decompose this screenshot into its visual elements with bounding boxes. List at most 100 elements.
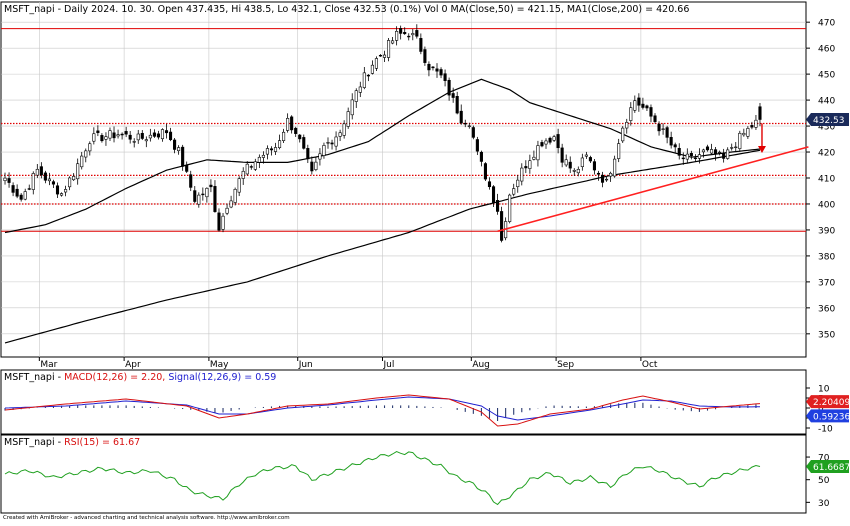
candle-body (516, 179, 520, 188)
candle-body (112, 132, 116, 139)
candle (84, 148, 88, 163)
candle-body (548, 137, 552, 143)
candle (605, 176, 609, 182)
candle (734, 142, 738, 152)
candle-body (286, 118, 290, 131)
candle-body (532, 156, 536, 160)
candle (7, 172, 11, 188)
candle-body (637, 97, 641, 106)
candle (128, 130, 132, 144)
candle (213, 180, 217, 213)
candle (742, 128, 746, 137)
candle-body (427, 63, 431, 71)
candle (487, 177, 492, 190)
candle-body (423, 49, 427, 63)
candle-body (124, 131, 128, 135)
candle (483, 162, 488, 182)
candle (718, 150, 722, 156)
rsi-y-tick-label: 70 (818, 454, 830, 464)
candle (463, 119, 467, 128)
candle (31, 171, 35, 195)
candle-body (411, 33, 415, 36)
candle (451, 87, 455, 103)
candle (164, 123, 169, 139)
candle-body (665, 127, 669, 138)
candle-body (705, 146, 710, 151)
candle (160, 128, 165, 142)
candle-body (233, 188, 237, 203)
candle (144, 136, 148, 148)
candle-body (625, 121, 629, 129)
candle (326, 137, 330, 149)
down-arrow-head (757, 146, 766, 154)
candle (435, 63, 439, 78)
macd-title-signal: Signal(12,26,9) = 0.59 (168, 372, 276, 383)
candle (193, 186, 197, 204)
candle-body (407, 35, 411, 38)
candle-body (391, 40, 395, 44)
candle (112, 126, 116, 143)
candle-body (718, 151, 722, 154)
candle-body (641, 103, 645, 108)
candle (64, 185, 68, 197)
candle (290, 115, 294, 134)
candle-body (520, 167, 524, 182)
rising-trendline (497, 146, 809, 233)
y-tick-label: 350 (818, 330, 835, 340)
candle-body (487, 181, 492, 188)
candle (11, 182, 15, 197)
rsi-value-badge-text: 61.6687 (813, 463, 850, 473)
candle-body (447, 79, 451, 96)
candle (342, 120, 346, 139)
candle-body (455, 96, 459, 114)
candle (407, 33, 411, 41)
candle (544, 138, 548, 149)
candle-body (160, 129, 165, 140)
candle-body (35, 168, 39, 176)
candle (19, 193, 23, 202)
candle (661, 123, 665, 135)
candle-body (580, 157, 584, 167)
rsi-panel-frame (0, 434, 807, 514)
candle-body (342, 123, 346, 136)
candle-body (463, 122, 467, 125)
candle-body (68, 177, 72, 188)
candle (233, 187, 237, 206)
signal-value-badge-text: 0.59236 (813, 412, 850, 422)
candle-body (685, 153, 689, 160)
candle-body (677, 147, 681, 156)
candle-body (681, 157, 685, 160)
candle (552, 134, 556, 143)
candle (576, 166, 580, 177)
candle (617, 138, 621, 163)
candle (673, 142, 677, 153)
candle-body (370, 64, 374, 74)
candle (685, 148, 689, 163)
candle-body (403, 32, 407, 35)
candle-body (560, 147, 564, 163)
candle (217, 208, 221, 232)
price-candles (3, 24, 762, 243)
candle-body (3, 177, 7, 181)
date-x-axis: Mar Apr May Jun Jul Aug Sep Oct (38, 357, 658, 370)
candle-body (709, 149, 714, 154)
macd-value-badge-shape (806, 395, 849, 409)
candle-body (39, 166, 43, 176)
macd-panel-frame (0, 369, 807, 435)
candle (322, 142, 326, 159)
candle-body (439, 69, 443, 76)
signal-value-badge-shape (806, 409, 849, 423)
candle-body (697, 154, 701, 159)
candle (609, 171, 613, 182)
candle (23, 188, 27, 201)
candle-body (609, 172, 613, 177)
candle-body (277, 140, 282, 149)
candle-body (649, 107, 653, 117)
candle-body (544, 140, 548, 145)
candle-body (738, 132, 742, 149)
candle (229, 195, 233, 209)
candle-body (366, 74, 370, 77)
x-tick-label: Aug (472, 360, 490, 370)
candle-body (84, 150, 88, 158)
